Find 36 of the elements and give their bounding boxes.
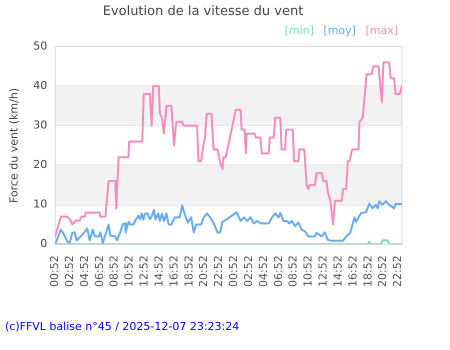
x-tick-label: 22:52: [212, 255, 226, 288]
x-tick-label: 00:52: [227, 255, 240, 288]
text: [max]: [365, 24, 398, 37]
y-tick-label: 10: [33, 198, 48, 211]
x-tick-label: 08:52: [286, 255, 300, 288]
y-tick-label: 40: [33, 79, 48, 92]
x-tick-label: 02:52: [62, 255, 76, 288]
x-tick-label: 20:52: [376, 255, 390, 288]
x-tick-label: 14:52: [331, 255, 344, 288]
text: [moy]: [323, 24, 356, 37]
x-tick-label: 10:52: [122, 255, 136, 288]
x-tick-label: 04:52: [256, 255, 270, 288]
x-tick-label: 16:52: [346, 255, 360, 288]
x-tick-label: 18:52: [182, 255, 196, 288]
y-axis-title: Force du vent (km/h): [7, 88, 20, 204]
x-tick-label: 02:52: [242, 255, 255, 288]
x-tick-label: 04:52: [78, 255, 91, 288]
x-tick-label: 20:52: [197, 255, 210, 288]
text: [min]: [284, 24, 314, 37]
chart-title: Evolution de la vitesse du vent: [102, 4, 304, 20]
y-tick-label: 50: [33, 39, 48, 52]
x-tick-label: 10:52: [302, 255, 315, 288]
x-tick-label: 14:52: [152, 255, 166, 288]
x-tick-label: 00:52: [48, 255, 62, 288]
x-tick-label: 06:52: [272, 255, 285, 288]
x-tick-label: 08:52: [108, 255, 121, 288]
x-tick-label: 22:52: [391, 255, 404, 288]
y-tick-label: 20: [33, 158, 48, 172]
x-tick-label: 16:52: [167, 255, 180, 288]
x-tick-label: 18:52: [361, 255, 374, 288]
y-tick-label: 30: [33, 118, 48, 132]
x-tick-label: 12:52: [138, 255, 151, 288]
x-tick-label: 12:52: [316, 255, 330, 288]
y-tick-label: 0: [40, 237, 48, 250]
text: (c)FFVL balise n°45 / 2025-12-07 23:23:24: [5, 320, 240, 333]
x-tick-label: 06:52: [92, 255, 106, 288]
